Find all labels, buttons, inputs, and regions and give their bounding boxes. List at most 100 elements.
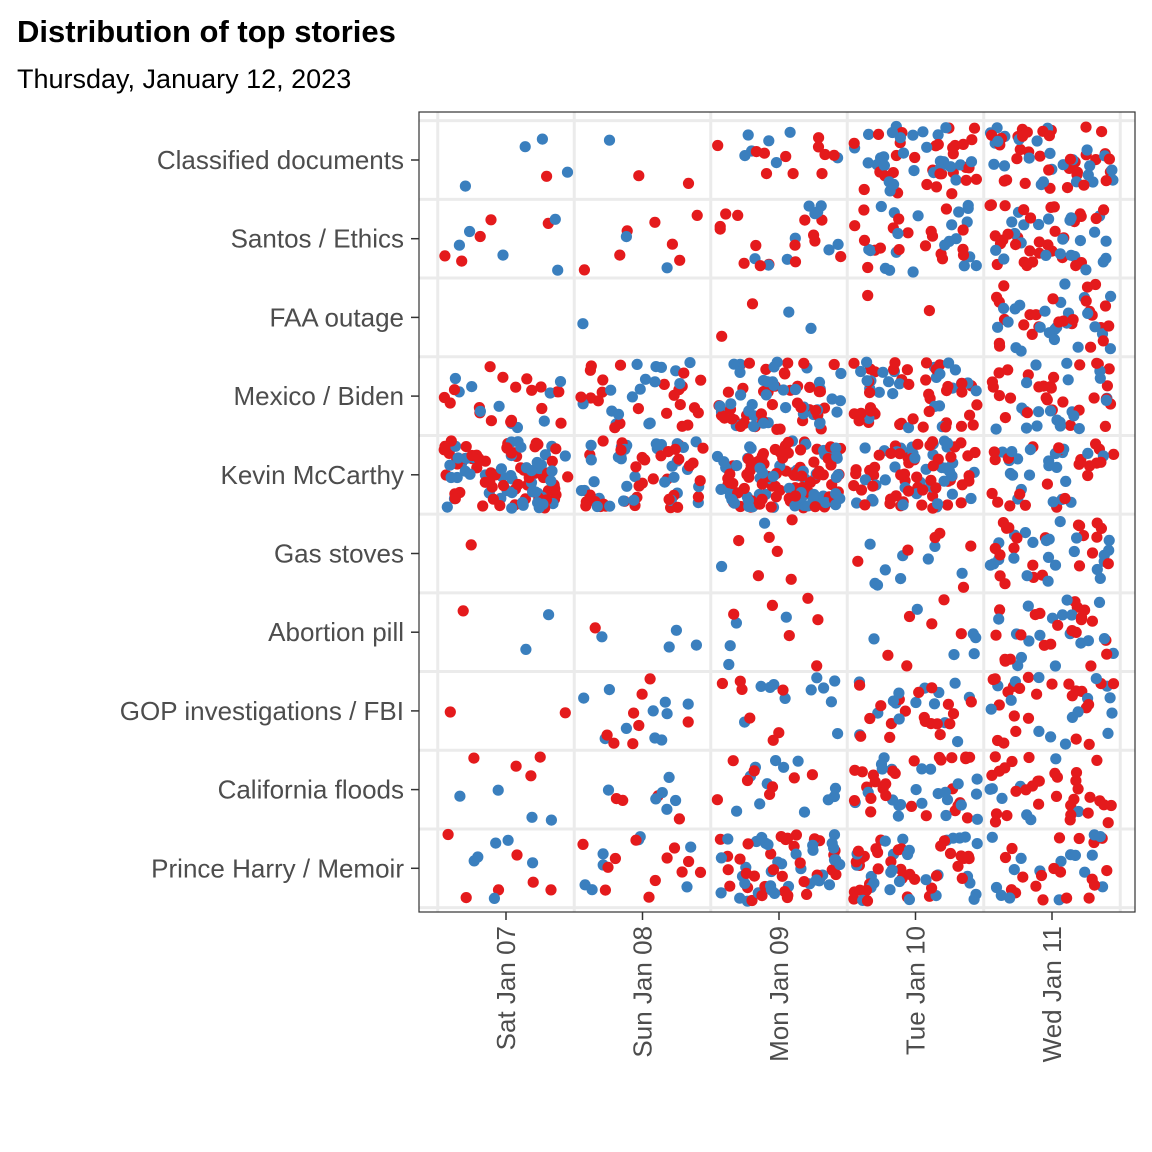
data-point xyxy=(1045,381,1057,393)
data-point xyxy=(1014,143,1026,156)
data-point xyxy=(1015,852,1027,865)
data-point xyxy=(1094,372,1106,384)
data-point xyxy=(608,737,620,749)
data-point xyxy=(965,696,977,708)
data-point xyxy=(805,322,817,334)
data-point xyxy=(830,442,842,454)
x-tick-label: Wed Jan 11 xyxy=(1037,926,1067,1062)
data-point xyxy=(931,718,943,730)
data-point xyxy=(813,132,825,144)
data-point xyxy=(745,442,757,454)
x-tick-label: Sun Jan 08 xyxy=(628,926,658,1058)
data-point xyxy=(1002,316,1014,328)
data-point xyxy=(903,378,915,390)
data-point xyxy=(1066,609,1078,621)
data-point xyxy=(439,440,451,452)
data-point xyxy=(727,755,739,767)
data-point xyxy=(756,831,768,844)
data-point xyxy=(1023,751,1035,764)
data-point xyxy=(817,469,829,481)
data-point xyxy=(952,778,964,790)
data-point xyxy=(1029,609,1041,621)
data-point xyxy=(614,417,626,430)
data-point xyxy=(1010,725,1022,738)
data-point xyxy=(602,861,614,873)
data-point xyxy=(909,452,921,464)
data-point xyxy=(910,784,922,796)
data-point xyxy=(441,501,453,513)
data-point xyxy=(1043,164,1055,176)
data-point xyxy=(1024,212,1037,224)
data-point xyxy=(831,451,843,463)
data-point xyxy=(1101,380,1113,392)
data-point xyxy=(790,829,803,841)
data-point xyxy=(627,738,639,750)
data-point xyxy=(996,792,1008,805)
data-point xyxy=(1064,419,1076,431)
data-point xyxy=(805,684,817,696)
data-point xyxy=(1023,469,1036,481)
data-point xyxy=(734,892,746,904)
data-point xyxy=(1089,226,1101,238)
data-point xyxy=(897,833,909,845)
data-point xyxy=(947,708,960,720)
data-point xyxy=(884,731,896,744)
data-point xyxy=(453,239,465,251)
data-point xyxy=(1064,214,1076,226)
data-point xyxy=(1030,880,1042,892)
data-point xyxy=(690,639,703,651)
data-point xyxy=(561,166,574,178)
data-point xyxy=(920,374,932,386)
data-point xyxy=(895,469,907,481)
data-point xyxy=(578,264,591,276)
data-point xyxy=(1108,448,1120,460)
data-point xyxy=(1095,456,1107,468)
data-point xyxy=(784,126,796,138)
data-point xyxy=(764,681,776,694)
data-point xyxy=(985,703,997,715)
data-point xyxy=(986,831,998,843)
data-point xyxy=(945,161,957,173)
data-point xyxy=(692,491,705,503)
data-point xyxy=(940,809,952,822)
data-point xyxy=(825,696,838,708)
data-point xyxy=(1011,532,1023,544)
data-point xyxy=(734,853,746,865)
data-point xyxy=(460,892,472,904)
data-point xyxy=(960,753,972,765)
data-point xyxy=(527,857,539,869)
data-point xyxy=(755,408,768,420)
data-point xyxy=(1006,842,1018,855)
data-point xyxy=(464,225,476,238)
data-point xyxy=(1033,406,1045,418)
data-point xyxy=(893,378,906,390)
data-point xyxy=(928,698,941,710)
data-point xyxy=(597,848,609,860)
data-point xyxy=(832,728,844,740)
data-point xyxy=(1085,660,1097,672)
data-point xyxy=(1031,135,1043,147)
data-point xyxy=(1098,204,1110,216)
data-point xyxy=(656,734,668,746)
data-point xyxy=(644,673,656,685)
data-point xyxy=(1074,359,1086,371)
data-point xyxy=(754,798,766,810)
data-point xyxy=(1106,164,1118,176)
data-point xyxy=(920,874,932,886)
data-point xyxy=(575,485,588,497)
data-point xyxy=(930,870,943,882)
data-point xyxy=(895,863,907,875)
data-point xyxy=(697,442,709,454)
data-point xyxy=(1067,314,1079,326)
data-point xyxy=(1090,212,1102,225)
data-point xyxy=(1053,316,1065,328)
data-point xyxy=(789,256,802,268)
data-point xyxy=(532,438,544,450)
y-axis: Classified documents Santos / Ethics FAA o… xyxy=(120,145,419,883)
data-point xyxy=(796,470,808,482)
data-point xyxy=(722,864,734,876)
data-point xyxy=(932,138,944,151)
data-point xyxy=(739,877,751,890)
data-point xyxy=(1100,252,1112,264)
data-point xyxy=(762,259,775,271)
